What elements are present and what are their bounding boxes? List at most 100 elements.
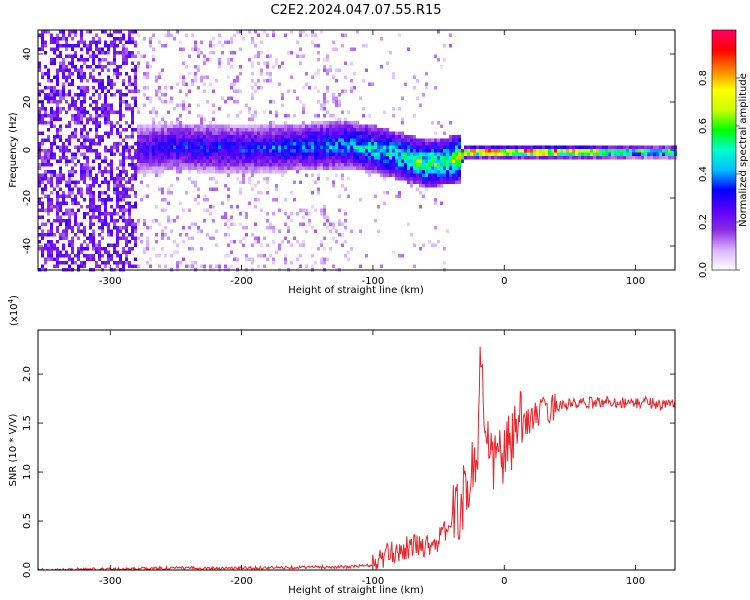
spectrogram-cell [161, 145, 164, 149]
spectrogram-cell [347, 145, 350, 149]
spectrogram-cell [251, 128, 254, 132]
spectrogram-cell [542, 145, 545, 149]
spectrogram-cell [419, 156, 422, 160]
spectrogram-cell [119, 103, 122, 107]
spectrogram-cell [176, 177, 179, 181]
spectrogram-cell [143, 128, 146, 132]
spectrogram-cell [290, 163, 293, 167]
spectrogram-cell [62, 254, 65, 258]
spectrogram-cell [68, 124, 71, 128]
spectrogram-cell [467, 149, 470, 153]
spectrogram-cell [59, 61, 62, 65]
spectrogram-cell [140, 128, 143, 132]
spectrogram-cell [74, 261, 77, 265]
spectrogram-cell [236, 131, 239, 135]
spectrogram-cell [641, 156, 644, 160]
spectrogram-cell [155, 219, 158, 223]
spectrogram-cell [122, 93, 125, 97]
spectrogram-cell [59, 177, 62, 181]
spectrogram-cell [311, 30, 314, 34]
spectrogram-cell [116, 233, 119, 237]
spectrogram-cell [149, 156, 152, 160]
spectrogram-cell [170, 163, 173, 167]
spectrogram-cell [332, 156, 335, 160]
spectrogram-cell [164, 44, 167, 48]
spectrogram-cell [95, 110, 98, 114]
spectrogram-cell [332, 100, 335, 104]
spectrogram-cell [416, 138, 419, 142]
spectrogram-cell [380, 149, 383, 153]
spectrogram-cell [431, 166, 434, 170]
spectrogram-cell [200, 159, 203, 163]
spectrogram-cell [131, 145, 134, 149]
spectrogram-cell [50, 145, 53, 149]
spectrogram-cell [221, 135, 224, 139]
spectrogram-cell [545, 149, 548, 153]
spectrogram-cell [440, 152, 443, 156]
spectrogram-cell [113, 212, 116, 216]
spectrogram-cell [569, 145, 572, 149]
spectrogram-cell [389, 135, 392, 139]
spectrogram-cell [320, 131, 323, 135]
spectrogram-cell [257, 236, 260, 240]
spectrogram-cell [443, 152, 446, 156]
spectrogram-cell [137, 33, 140, 37]
spectrogram-cell [596, 149, 599, 153]
spectrogram-cell [89, 201, 92, 205]
spectrogram-cell [197, 135, 200, 139]
spectrogram-cell [125, 58, 128, 62]
spectrogram-cell [314, 44, 317, 48]
spectrogram-cell [590, 145, 593, 149]
spectrogram-cell [251, 72, 254, 76]
spectrogram-cell [668, 156, 671, 160]
spectrogram-cell [104, 191, 107, 195]
spectrogram-cell [170, 131, 173, 135]
spectrogram-cell [353, 72, 356, 76]
spectrogram-cell [236, 166, 239, 170]
spectrogram-cell [326, 226, 329, 230]
spectrogram-cell [566, 152, 569, 156]
spectrogram-cell [332, 135, 335, 139]
spectrogram-cell [299, 61, 302, 65]
spectrogram-cell [185, 264, 188, 268]
spectrogram-cell [200, 114, 203, 118]
spectrogram-cell [86, 247, 89, 251]
spectrogram-cell [110, 205, 113, 209]
spectrogram-cell [65, 219, 68, 223]
spectrogram-cell [59, 135, 62, 139]
spectrogram-cell [77, 201, 80, 205]
spectrogram-cell [206, 163, 209, 167]
spectrogram-cell [62, 201, 65, 205]
spectrogram-cell [38, 173, 41, 177]
spectrogram-cell [245, 124, 248, 128]
spectrogram-cell [47, 114, 50, 118]
spectrogram-cell [95, 250, 98, 254]
spectrogram-cell [59, 65, 62, 69]
spectrogram-cell [491, 145, 494, 149]
spectrogram-cell [350, 135, 353, 139]
snr-x-label: Height of straight line (km) [288, 585, 424, 596]
spectrogram-cell [137, 222, 140, 226]
spectrogram-cell [206, 142, 209, 146]
spectrogram-cell [302, 86, 305, 90]
spectrogram-cell [122, 226, 125, 230]
spectrogram-cell [50, 226, 53, 230]
spectrogram-cell [617, 152, 620, 156]
spectrogram-cell [212, 177, 215, 181]
spectrogram-cell [362, 156, 365, 160]
spectrogram-cell [293, 128, 296, 132]
spectrogram-cell [332, 222, 335, 226]
spectrogram-cell [155, 152, 158, 156]
spectrogram-cell [68, 68, 71, 72]
spectrogram-cell [155, 93, 158, 97]
spectrogram-cell [68, 187, 71, 191]
spectrogram-cell [221, 145, 224, 149]
spectrogram-cell [95, 180, 98, 184]
spectrogram-cell [533, 149, 536, 153]
spectrogram-cell [209, 163, 212, 167]
spectrogram-cell [353, 138, 356, 142]
spectrogram-cell [227, 58, 230, 62]
spectrogram-cell [359, 152, 362, 156]
spectrogram-cell [233, 149, 236, 153]
spectrogram-cell [98, 212, 101, 216]
